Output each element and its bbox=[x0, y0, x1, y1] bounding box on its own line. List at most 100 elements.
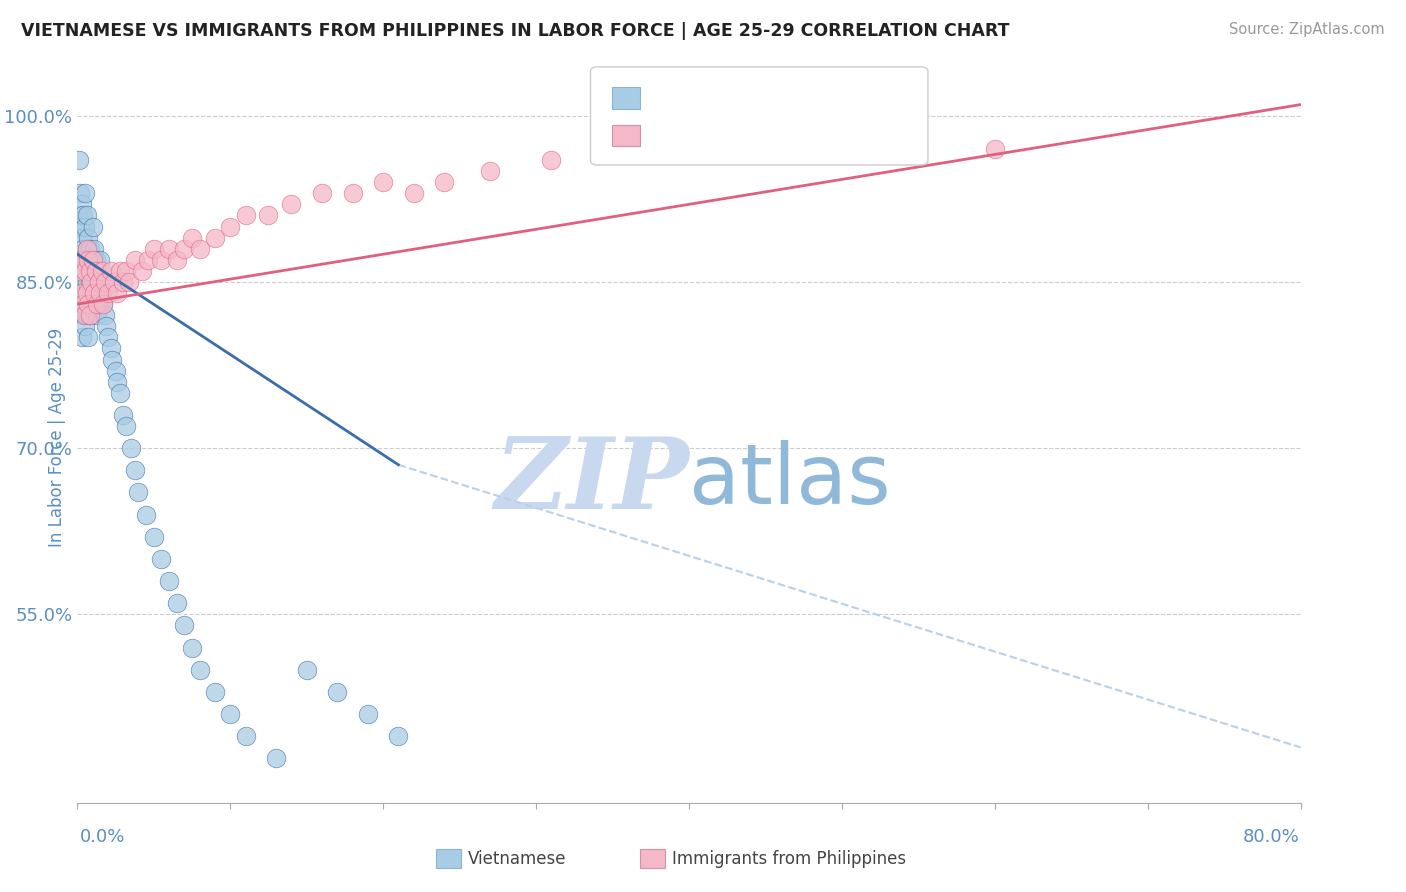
Point bbox=[79, 308, 101, 322]
Point bbox=[80, 275, 103, 289]
Text: Vietnamese: Vietnamese bbox=[468, 849, 567, 868]
Point bbox=[173, 618, 195, 632]
Point bbox=[235, 209, 257, 223]
Point bbox=[69, 219, 91, 234]
Point bbox=[112, 275, 135, 289]
Point bbox=[387, 729, 409, 743]
Point bbox=[150, 252, 173, 267]
Text: atlas: atlas bbox=[689, 441, 890, 522]
Point bbox=[90, 264, 112, 278]
Point bbox=[131, 264, 153, 278]
Point bbox=[219, 219, 242, 234]
Point bbox=[84, 264, 107, 278]
Point bbox=[326, 685, 349, 699]
Point bbox=[709, 142, 731, 156]
Point bbox=[342, 186, 364, 201]
Point bbox=[264, 751, 287, 765]
Point bbox=[166, 252, 188, 267]
Point bbox=[371, 175, 394, 189]
Point bbox=[76, 242, 98, 256]
Point bbox=[82, 252, 104, 267]
Point bbox=[83, 242, 105, 256]
Point bbox=[73, 264, 96, 278]
Point bbox=[77, 330, 100, 344]
Point bbox=[89, 252, 111, 267]
Point bbox=[115, 264, 138, 278]
Point bbox=[97, 285, 120, 300]
Point bbox=[70, 264, 93, 278]
Point bbox=[402, 186, 425, 201]
Point bbox=[73, 186, 96, 201]
Point bbox=[120, 441, 142, 455]
Point bbox=[831, 142, 853, 156]
Point bbox=[76, 308, 98, 322]
Point bbox=[82, 219, 104, 234]
Point bbox=[90, 285, 112, 300]
Point bbox=[101, 352, 124, 367]
Point bbox=[87, 275, 110, 289]
Point bbox=[136, 252, 159, 267]
Point bbox=[67, 209, 90, 223]
Point bbox=[70, 297, 93, 311]
Point bbox=[73, 319, 96, 334]
Text: Source: ZipAtlas.com: Source: ZipAtlas.com bbox=[1229, 22, 1385, 37]
Point bbox=[181, 640, 204, 655]
Point bbox=[76, 242, 98, 256]
Point bbox=[100, 264, 122, 278]
Point bbox=[142, 530, 165, 544]
Point bbox=[82, 297, 104, 311]
Point bbox=[67, 153, 90, 167]
Point bbox=[77, 297, 100, 311]
Point bbox=[80, 285, 103, 300]
Point bbox=[142, 242, 165, 256]
Point bbox=[76, 285, 98, 300]
Y-axis label: In Labor Force | Age 25-29: In Labor Force | Age 25-29 bbox=[48, 327, 66, 547]
Point bbox=[70, 230, 93, 244]
Text: 0.0%: 0.0% bbox=[80, 828, 125, 846]
Point bbox=[94, 275, 117, 289]
Point bbox=[204, 685, 226, 699]
Point bbox=[77, 264, 100, 278]
Point bbox=[79, 275, 101, 289]
Point bbox=[97, 330, 120, 344]
Text: Immigrants from Philippines: Immigrants from Philippines bbox=[672, 849, 907, 868]
Point bbox=[235, 729, 257, 743]
Point bbox=[124, 463, 146, 477]
Text: 80.0%: 80.0% bbox=[1243, 828, 1299, 846]
Point bbox=[157, 242, 180, 256]
Point bbox=[103, 275, 125, 289]
Point bbox=[72, 252, 94, 267]
Point bbox=[84, 252, 107, 267]
Point bbox=[72, 275, 94, 289]
Point bbox=[86, 297, 108, 311]
Point bbox=[907, 142, 929, 156]
Point bbox=[257, 209, 280, 223]
Point bbox=[91, 297, 114, 311]
Point bbox=[112, 408, 135, 422]
Point bbox=[86, 308, 108, 322]
Point bbox=[105, 285, 128, 300]
Point bbox=[87, 275, 110, 289]
Point bbox=[73, 308, 96, 322]
Point bbox=[219, 707, 242, 722]
Point bbox=[181, 230, 204, 244]
Point bbox=[70, 197, 93, 211]
Point bbox=[84, 297, 107, 311]
Point bbox=[82, 252, 104, 267]
Point bbox=[108, 264, 131, 278]
Point bbox=[188, 663, 211, 677]
Point bbox=[91, 297, 114, 311]
Point bbox=[77, 297, 100, 311]
Point bbox=[984, 142, 1007, 156]
Point bbox=[94, 308, 117, 322]
Point bbox=[96, 319, 118, 334]
Point bbox=[79, 242, 101, 256]
Point bbox=[157, 574, 180, 589]
Point bbox=[79, 264, 101, 278]
Point bbox=[188, 242, 211, 256]
Point bbox=[135, 508, 157, 522]
Point bbox=[73, 252, 96, 267]
Point bbox=[108, 385, 131, 400]
Point bbox=[77, 252, 100, 267]
Text: ZIP: ZIP bbox=[494, 433, 689, 529]
